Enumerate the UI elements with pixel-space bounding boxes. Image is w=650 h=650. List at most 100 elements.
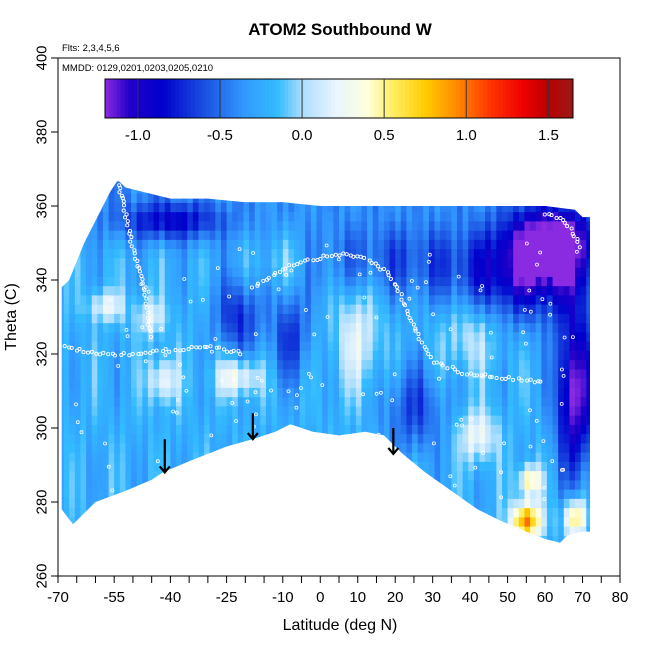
heatmap-cell [215, 507, 222, 518]
heatmap-cell [563, 489, 571, 499]
heatmap-cell [316, 424, 323, 435]
heatmap-cell [383, 183, 391, 194]
flight-track-point [230, 400, 235, 405]
heatmap-cell [80, 507, 87, 518]
colorbar-cell [144, 79, 149, 118]
heatmap-cell [541, 415, 548, 425]
heatmap-cell [142, 285, 149, 296]
heatmap-cell [508, 545, 514, 555]
heatmap-cell [125, 267, 132, 277]
heatmap-cell [350, 193, 357, 203]
heatmap-cell [535, 304, 542, 314]
heatmap-cell [535, 516, 542, 527]
flight-track-point [386, 273, 391, 278]
flight-track-point [440, 363, 445, 368]
heatmap-cell [580, 313, 587, 324]
heatmap-cell [575, 489, 582, 499]
heatmap-cell [535, 331, 542, 342]
heatmap-cell [159, 489, 166, 499]
heatmap-cell [457, 545, 463, 555]
heatmap-cell [434, 331, 441, 342]
heatmap-cell [61, 479, 65, 490]
heatmap-cell [86, 304, 93, 314]
heatmap-cell [102, 350, 110, 361]
heatmap-cell [378, 180, 385, 185]
heatmap-cell [147, 415, 155, 425]
heatmap-cell [333, 479, 340, 490]
colorbar-cell [339, 79, 344, 118]
heatmap-cell [423, 405, 430, 416]
heatmap-cell [159, 405, 166, 416]
heatmap-cell [485, 193, 492, 203]
flight-track-point [358, 254, 363, 259]
heatmap-cell [288, 183, 295, 194]
flight-track-point [267, 471, 271, 476]
heatmap-cell [490, 211, 497, 222]
heatmap-cell [170, 239, 177, 250]
heatmap-cell [513, 526, 520, 536]
heatmap-cell [327, 257, 334, 268]
heatmap-cell [535, 294, 542, 305]
flight-track-point [538, 379, 543, 384]
heatmap-cell [535, 433, 542, 444]
heatmap-cell [69, 285, 76, 296]
heatmap-cell [552, 239, 559, 250]
heatmap-cell [316, 267, 323, 277]
heatmap-cell [524, 341, 531, 351]
heatmap-cell [153, 304, 160, 314]
heatmap-cell [249, 285, 256, 296]
heatmap-cell [507, 498, 514, 509]
heatmap-cell [305, 220, 312, 231]
heatmap-cell [170, 526, 177, 536]
heatmap-cell [170, 424, 177, 435]
heatmap-cell [125, 193, 132, 203]
heatmap-cell [344, 378, 351, 388]
heatmap-cell [125, 180, 132, 185]
heatmap-cell [451, 341, 458, 351]
heatmap-cell [164, 415, 171, 425]
heatmap-cell [417, 276, 424, 287]
heatmap-cell [350, 211, 357, 222]
heatmap-cell [305, 378, 312, 388]
heatmap-cell [496, 378, 503, 388]
heatmap-cell [395, 452, 402, 462]
heatmap-cell [294, 452, 301, 462]
heatmap-cell [260, 239, 267, 250]
heatmap-cell [367, 424, 374, 435]
heatmap-cell [530, 350, 537, 361]
heatmap-cell [451, 387, 458, 398]
heatmap-cell [592, 230, 598, 240]
heatmap-cell [271, 322, 278, 333]
flight-track-point [283, 266, 288, 271]
flight-track-point [255, 281, 261, 286]
heatmap-cell [586, 180, 590, 185]
heatmap-cell [254, 193, 261, 203]
heatmap-cell [473, 378, 481, 388]
heatmap-cell [592, 175, 598, 185]
heatmap-cell [367, 396, 374, 407]
heatmap-cell [176, 248, 183, 259]
heatmap-cell [400, 341, 408, 351]
heatmap-cell [378, 220, 385, 231]
heatmap-cell [389, 479, 396, 490]
heatmap-cell [378, 415, 385, 425]
heatmap-cell [552, 489, 559, 499]
heatmap-cell [463, 545, 469, 555]
heatmap-cell [355, 442, 363, 453]
heatmap-cell [586, 230, 590, 240]
flight-track-point [419, 340, 424, 345]
heatmap-cell [563, 498, 571, 509]
heatmap-cell [434, 526, 441, 536]
heatmap-cell [136, 498, 143, 509]
heatmap-cell [440, 479, 447, 490]
heatmap-cell [383, 257, 391, 268]
flight-track-point [143, 359, 148, 364]
heatmap-cell [80, 257, 87, 268]
heatmap-cell [61, 359, 65, 370]
heatmap-cell [299, 405, 306, 416]
heatmap-cell [232, 180, 239, 185]
heatmap-cell [322, 526, 329, 536]
heatmap-cell [445, 452, 452, 462]
heatmap-cell [322, 424, 329, 435]
heatmap-cell [142, 415, 149, 425]
